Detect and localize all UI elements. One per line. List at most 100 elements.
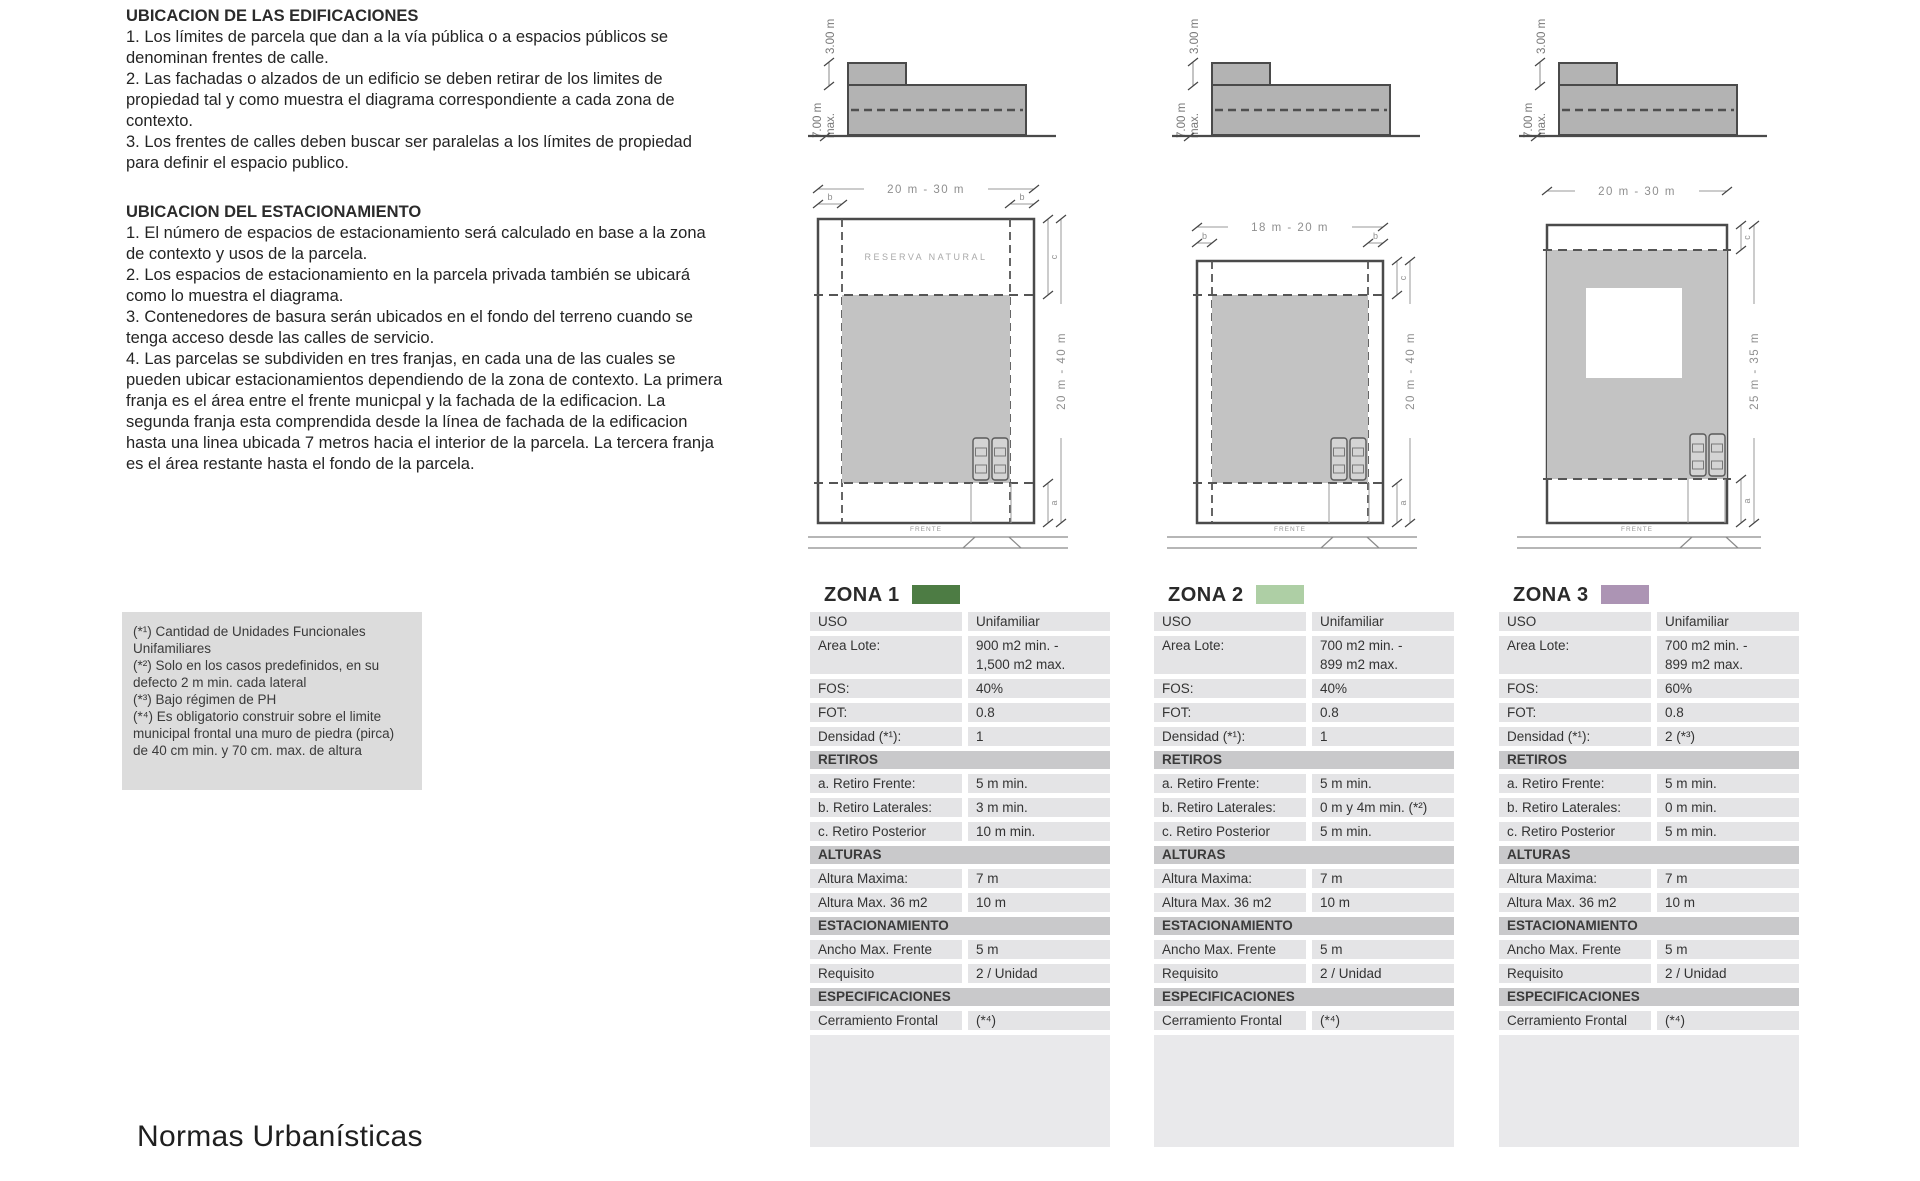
svg-text:FRENTE: FRENTE bbox=[1274, 526, 1306, 533]
svg-text:3.00 m: 3.00 m bbox=[825, 19, 837, 54]
table-row: FOT: 0.8 bbox=[1499, 703, 1799, 722]
svg-text:b: b bbox=[1019, 192, 1024, 202]
row-label: c. Retiro Posterior bbox=[810, 822, 962, 841]
row-value: 10 m bbox=[968, 893, 1110, 912]
row-label: Area Lote: bbox=[1499, 636, 1651, 674]
rule-paragraph: 1. El número de espacios de estacionamie… bbox=[126, 224, 706, 263]
row-value: 7 m bbox=[1657, 869, 1799, 888]
row-label: a. Retiro Frente: bbox=[1154, 774, 1306, 793]
footnote-item: (*¹) Cantidad de Unidades Funcionales Un… bbox=[133, 624, 366, 656]
table-row: a. Retiro Frente: 5 m min. bbox=[810, 774, 1110, 793]
table-section-header: ESTACIONAMIENTO bbox=[1154, 917, 1454, 935]
row-label: Densidad (*¹): bbox=[810, 727, 962, 746]
table-row: USO Unifamiliar bbox=[1499, 612, 1799, 631]
row-value: 0 m min. bbox=[1657, 798, 1799, 817]
row-value: 2 / Unidad bbox=[968, 964, 1110, 983]
svg-text:7.00 m: 7.00 m bbox=[1176, 103, 1188, 138]
table-section-header: ESTACIONAMIENTO bbox=[810, 917, 1110, 935]
table-row: Requisito 2 / Unidad bbox=[1154, 964, 1454, 983]
row-value: 5 m min. bbox=[1312, 774, 1454, 793]
svg-text:max.: max. bbox=[825, 113, 837, 138]
rule-paragraph: 3. Los frentes de calles deben buscar se… bbox=[126, 133, 692, 172]
table-section-header: ESPECIFICACIONES bbox=[810, 988, 1110, 1006]
row-label: USO bbox=[810, 612, 962, 631]
svg-text:a: a bbox=[1049, 500, 1059, 505]
svg-text:max.: max. bbox=[1536, 113, 1548, 138]
table-row: Altura Max. 36 m2 10 m bbox=[1499, 893, 1799, 912]
row-value: 2 / Unidad bbox=[1312, 964, 1454, 983]
table-section-header: ESPECIFICACIONES bbox=[1499, 988, 1799, 1006]
row-label: Requisito bbox=[810, 964, 962, 983]
spec-table: USO Unifamiliar Area Lote: 700 m2 min. - 89… bbox=[1499, 612, 1799, 1147]
row-label: Requisito bbox=[1154, 964, 1306, 983]
row-label: FOT: bbox=[1154, 703, 1306, 722]
table-row: FOT: 0.8 bbox=[810, 703, 1110, 722]
table-row: Area Lote: 700 m2 min. - 899 m2 max. bbox=[1499, 636, 1799, 674]
svg-text:b: b bbox=[827, 192, 832, 202]
table-row: Altura Max. 36 m2 10 m bbox=[1154, 893, 1454, 912]
row-label: b. Retiro Laterales: bbox=[1154, 798, 1306, 817]
row-value: Unifamiliar bbox=[968, 612, 1110, 631]
svg-text:20 m - 40 m: 20 m - 40 m bbox=[1056, 332, 1068, 410]
parcel-plan-diagram: 20 m - 30 m c a 25 m - 35 m FRENTE bbox=[1517, 184, 1761, 549]
building-elevation-diagram: 3.00 m 7.00 m max. bbox=[1172, 19, 1420, 142]
table-row: FOT: 0.8 bbox=[1154, 703, 1454, 722]
row-value: 1 bbox=[1312, 727, 1454, 746]
row-value: 5 m min. bbox=[1657, 822, 1799, 841]
row-label: Cerramiento Frontal bbox=[810, 1011, 962, 1030]
row-value: 700 m2 min. - 899 m2 max. bbox=[1312, 636, 1454, 674]
row-label: Altura Maxima: bbox=[1499, 869, 1651, 888]
rules-sections: UBICACION DE LAS EDIFICACIONES 1. Los lím… bbox=[126, 6, 726, 475]
row-value: 5 m bbox=[968, 940, 1110, 959]
table-section-header: ALTURAS bbox=[1499, 846, 1799, 864]
table-row: a. Retiro Frente: 5 m min. bbox=[1154, 774, 1454, 793]
building-elevation-diagram: 3.00 m 7.00 m max. bbox=[1519, 19, 1767, 142]
table-row: c. Retiro Posterior 5 m min. bbox=[1499, 822, 1799, 841]
svg-text:3.00 m: 3.00 m bbox=[1189, 19, 1201, 54]
zone-title: ZONA 3 bbox=[1513, 584, 1589, 606]
row-label: Ancho Max. Frente bbox=[1499, 940, 1651, 959]
table-row: Area Lote: 900 m2 min. - 1,500 m2 max. bbox=[810, 636, 1110, 674]
table-row: Altura Max. 36 m2 10 m bbox=[810, 893, 1110, 912]
zone-color-swatch bbox=[1256, 585, 1304, 604]
table-section-header: RETIROS bbox=[810, 751, 1110, 769]
table-row: Densidad (*¹): 1 bbox=[1154, 727, 1454, 746]
zone-header: ZONA 2 bbox=[1168, 584, 1454, 606]
row-label: b. Retiro Laterales: bbox=[810, 798, 962, 817]
table-row: Ancho Max. Frente 5 m bbox=[1154, 940, 1454, 959]
svg-text:a: a bbox=[1742, 498, 1752, 503]
row-label: Ancho Max. Frente bbox=[810, 940, 962, 959]
parcel-plan-diagram: 20 m - 30 m b b RESERVA NATURAL c a 20 m - 40 … bbox=[808, 182, 1068, 549]
row-value: 900 m2 min. - 1,500 m2 max. bbox=[968, 636, 1110, 674]
table-row: b. Retiro Laterales: 3 m min. bbox=[810, 798, 1110, 817]
row-value: (*⁴) bbox=[1312, 1011, 1454, 1030]
row-value: 7 m bbox=[968, 869, 1110, 888]
table-row: USO Unifamiliar bbox=[810, 612, 1110, 631]
row-label: Altura Max. 36 m2 bbox=[1154, 893, 1306, 912]
svg-text:20 m - 30 m: 20 m - 30 m bbox=[1598, 186, 1676, 198]
row-value: 5 m min. bbox=[968, 774, 1110, 793]
row-label: Altura Max. 36 m2 bbox=[810, 893, 962, 912]
row-label: USO bbox=[1499, 612, 1651, 631]
row-label: Cerramiento Frontal bbox=[1154, 1011, 1306, 1030]
row-value: 5 m min. bbox=[1657, 774, 1799, 793]
footnote-item: (*³) Bajo régimen de PH bbox=[133, 692, 277, 707]
row-value: 2 / Unidad bbox=[1657, 964, 1799, 983]
row-value: 5 m bbox=[1657, 940, 1799, 959]
table-row: Area Lote: 700 m2 min. - 899 m2 max. bbox=[1154, 636, 1454, 674]
table-row: b. Retiro Laterales: 0 m y 4m min. (*²) bbox=[1154, 798, 1454, 817]
parcel-plan-diagram: 18 m - 20 m b b c a 20 m - 40 m FRENTE bbox=[1167, 220, 1417, 549]
table-section-header: RETIROS bbox=[1154, 751, 1454, 769]
row-value: 10 m bbox=[1312, 893, 1454, 912]
table-section-header: ALTURAS bbox=[810, 846, 1110, 864]
row-value: 1 bbox=[968, 727, 1110, 746]
building-elevation-diagram: 3.00 m 7.00 m max. bbox=[808, 19, 1056, 142]
table-row: USO Unifamiliar bbox=[1154, 612, 1454, 631]
row-label: Area Lote: bbox=[810, 636, 962, 674]
zone-color-swatch bbox=[1601, 585, 1649, 604]
table-row: c. Retiro Posterior 10 m min. bbox=[810, 822, 1110, 841]
row-value: 0.8 bbox=[1657, 703, 1799, 722]
row-label: Requisito bbox=[1499, 964, 1651, 983]
row-label: FOS: bbox=[810, 679, 962, 698]
